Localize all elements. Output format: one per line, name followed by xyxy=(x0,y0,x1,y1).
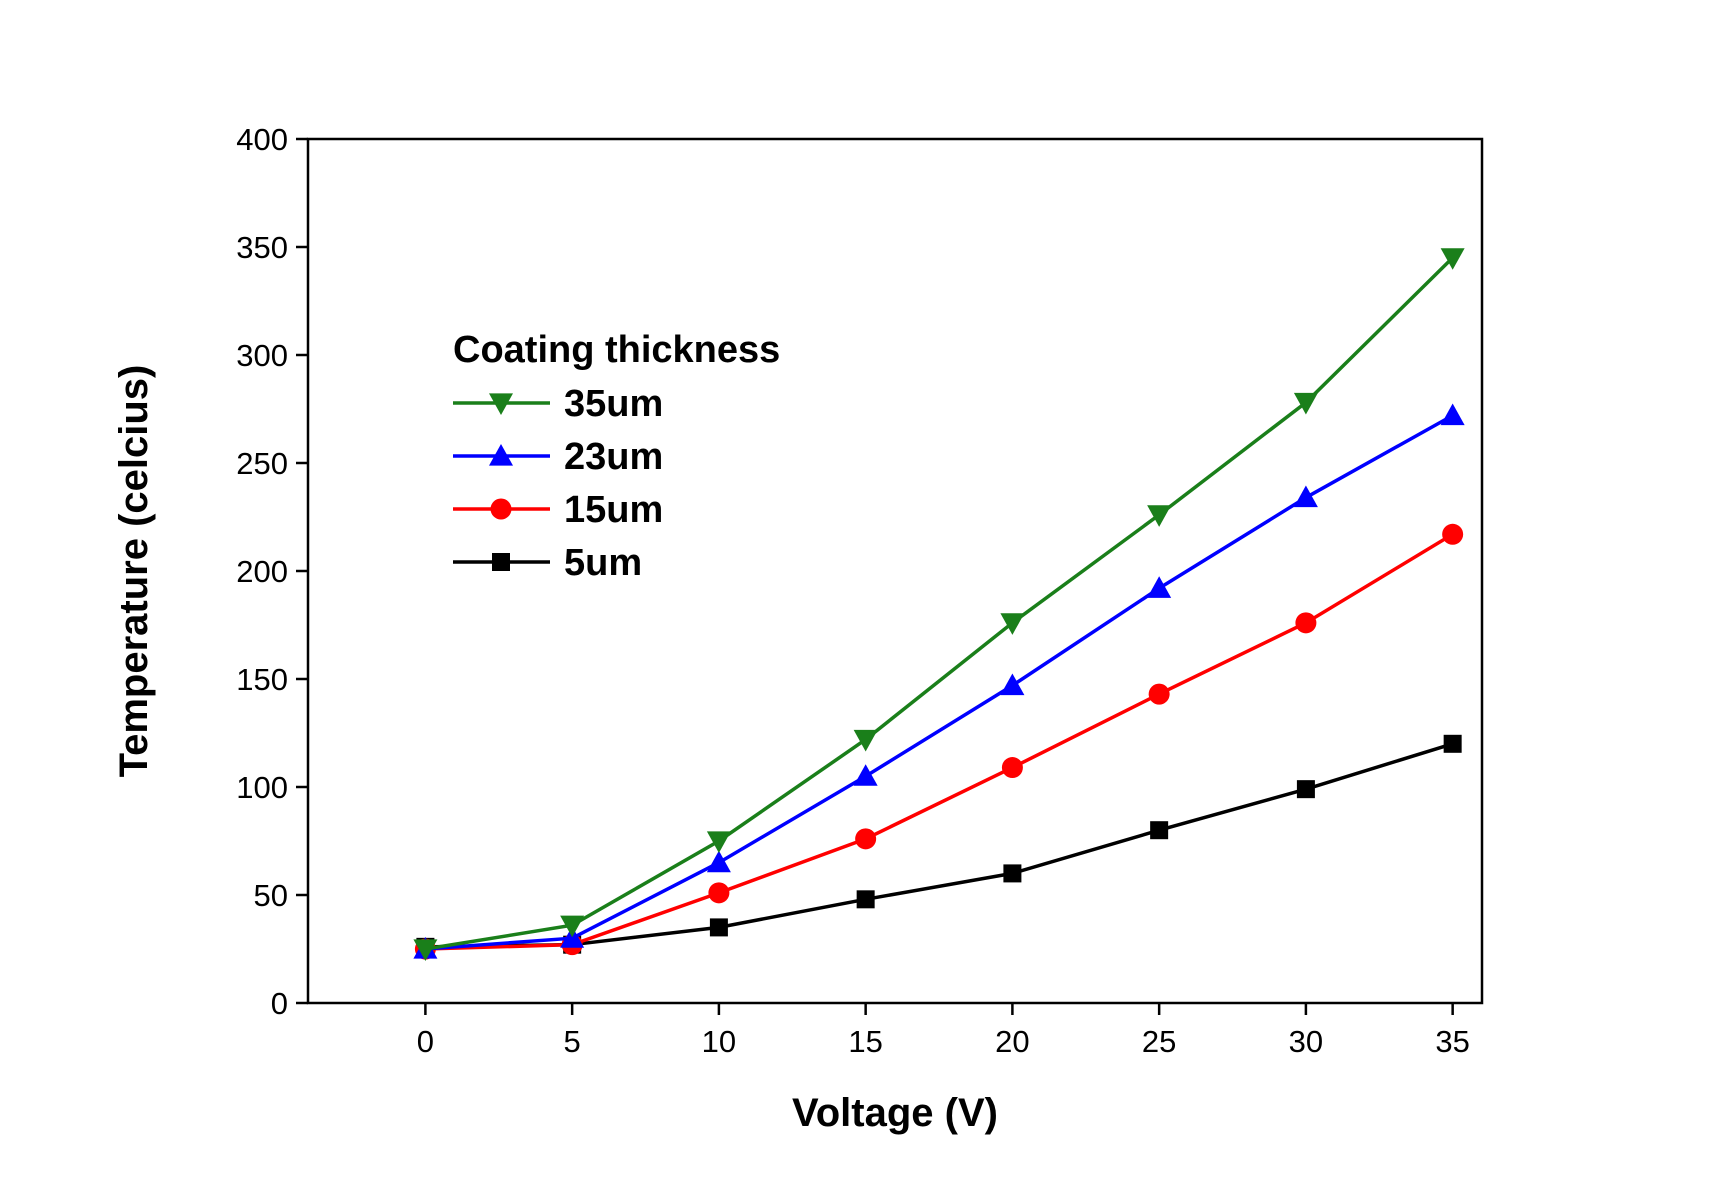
y-tick-label: 350 xyxy=(236,230,288,265)
data-point-15um xyxy=(1001,757,1023,779)
legend-label: 15um xyxy=(564,489,663,531)
series-23um xyxy=(413,403,1465,959)
data-point-35um xyxy=(706,831,731,853)
data-point-23um xyxy=(1440,403,1465,426)
data-point-5um xyxy=(1296,780,1315,799)
data-point-35um xyxy=(1293,392,1318,415)
series-15um xyxy=(414,523,1464,960)
y-tick-label: 0 xyxy=(271,986,288,1021)
x-tick-label: 30 xyxy=(1289,1024,1323,1059)
legend-label: 35um xyxy=(564,383,663,425)
data-point-23um xyxy=(1293,485,1318,508)
x-tick-label: 5 xyxy=(564,1024,581,1059)
series-line-5um xyxy=(425,742,1454,949)
legend-items: 35um 23um 15um 5um xyxy=(453,383,663,584)
data-point-23um xyxy=(1000,673,1025,696)
legend-label: 5um xyxy=(564,542,642,584)
legend-label: 23um xyxy=(564,436,663,478)
series-5um xyxy=(416,734,1462,956)
legend-item-23um: 23um xyxy=(453,436,663,478)
x-axis-title: Voltage (V) xyxy=(792,1091,998,1135)
plot-frame xyxy=(306,137,1484,1005)
x-tick-label: 35 xyxy=(1435,1024,1469,1059)
legend-marker xyxy=(489,393,513,415)
data-point-35um xyxy=(853,729,878,752)
y-tick-label: 200 xyxy=(236,554,288,589)
data-point-35um xyxy=(1147,505,1172,527)
data-point-5um xyxy=(1003,864,1022,883)
data-point-15um xyxy=(855,828,877,850)
data-point-23um xyxy=(853,764,878,786)
data-point-35um xyxy=(1000,613,1025,635)
legend-marker xyxy=(490,498,512,520)
data-point-5um xyxy=(709,918,728,937)
x-tick-label: 0 xyxy=(417,1024,434,1059)
x-axis-ticks: 0 5 10 15 20 25 30 35 xyxy=(417,1003,1470,1059)
y-tick-label: 400 xyxy=(236,122,288,157)
y-tick-label: 100 xyxy=(236,770,288,805)
x-tick-label: 20 xyxy=(995,1024,1029,1059)
y-tick-label: 150 xyxy=(236,662,288,697)
legend-title: Coating thickness xyxy=(453,329,780,371)
data-point-15um xyxy=(708,882,730,904)
legend-item-35um: 35um xyxy=(453,383,663,425)
legend-marker xyxy=(489,444,513,466)
y-axis-title: Temperature (celcius) xyxy=(112,365,156,778)
legend-item-15um: 15um xyxy=(453,489,663,531)
data-point-23um xyxy=(706,850,731,873)
data-point-15um xyxy=(1148,683,1170,705)
x-tick-label: 15 xyxy=(848,1024,882,1059)
data-point-5um xyxy=(1443,734,1462,753)
data-point-5um xyxy=(856,890,875,909)
y-axis-ticks: 0 50 100 150 200 250 300 350 400 xyxy=(236,122,308,1021)
series-35um xyxy=(413,248,1465,961)
data-point-35um xyxy=(413,939,438,961)
legend: Coating thickness 35um 23um 15um 5um xyxy=(453,329,780,584)
data-point-35um xyxy=(560,915,585,938)
data-point-15um xyxy=(1442,523,1464,545)
legend-item-5um: 5um xyxy=(453,542,642,584)
y-tick-label: 250 xyxy=(236,446,288,481)
series-line-23um xyxy=(425,413,1454,951)
legend-marker xyxy=(492,553,510,571)
data-point-15um xyxy=(1295,612,1317,634)
x-tick-label: 10 xyxy=(702,1024,736,1059)
data-point-23um xyxy=(1147,576,1172,598)
plot-marks xyxy=(413,248,1465,961)
data-point-5um xyxy=(1150,821,1169,840)
x-tick-label: 25 xyxy=(1142,1024,1176,1059)
series-line-15um xyxy=(425,532,1454,951)
y-tick-label: 50 xyxy=(254,878,288,913)
series-line-35um xyxy=(425,256,1454,951)
y-tick-label: 300 xyxy=(236,338,288,373)
data-point-35um xyxy=(1440,248,1465,270)
